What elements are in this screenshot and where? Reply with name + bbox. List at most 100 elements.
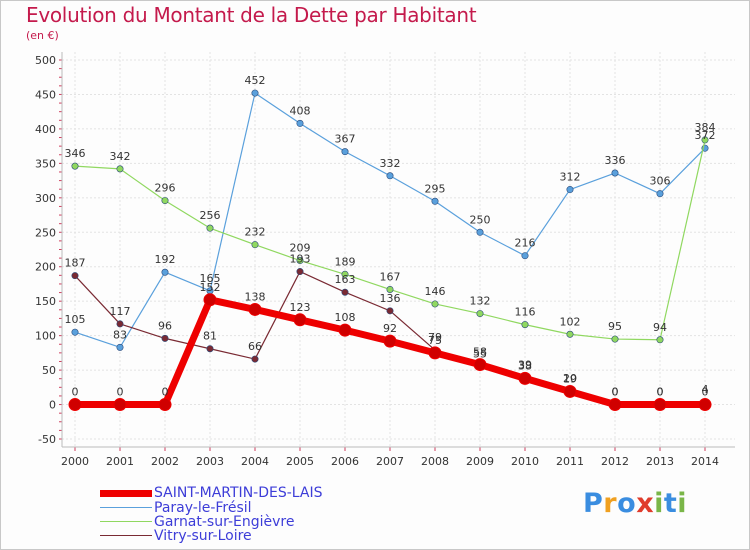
data-label: 38 [518,359,532,372]
data-point [251,89,259,97]
data-point [428,346,442,360]
legend-label: SAINT-MARTIN-DES-LAIS [154,485,323,501]
logo-letter: t [663,488,678,519]
legend-swatch [100,535,152,536]
data-label: 0 [117,386,124,399]
data-label: 19 [563,372,577,385]
data-label: 384 [695,121,716,134]
data-label: 138 [245,290,266,303]
y-tick-label: 500 [35,54,56,67]
x-tick-label: 2010 [511,455,539,468]
data-point [206,345,214,353]
data-point [251,355,259,363]
y-tick-label: 350 [35,157,56,170]
data-label: 0 [657,386,664,399]
legend-swatch [100,521,152,522]
data-point [566,330,574,338]
data-point [386,172,394,180]
legend-label: Paray-le-Frésil [154,500,252,516]
data-label: 66 [248,340,262,353]
legend-label: Vitry-sur-Loire [154,528,252,544]
data-label: 165 [200,272,221,285]
data-label: 4 [702,383,709,396]
data-label: 367 [335,133,356,146]
data-label: 136 [380,292,401,305]
data-label: 232 [245,226,266,239]
y-tick-label: 200 [35,261,56,274]
data-point [71,328,79,336]
data-point [476,310,484,318]
data-label: 96 [158,319,172,332]
y-tick-label: 50 [42,364,56,377]
data-label: 163 [335,273,356,286]
data-point [161,268,169,276]
data-label: 209 [290,242,311,255]
data-point [386,285,394,293]
data-label: 152 [200,281,221,294]
data-point [341,288,349,296]
data-point [68,398,82,412]
data-label: 81 [203,330,217,343]
data-label: 336 [605,154,626,167]
legend-swatch [100,507,152,508]
x-tick-label: 2003 [196,455,224,468]
data-point [206,224,214,232]
logo-letter: x [636,488,655,519]
y-tick-label: 100 [35,330,56,343]
data-label: 342 [110,150,131,163]
logo-letter: P [583,488,604,519]
data-point [158,398,172,412]
data-point [248,302,262,316]
data-label: 306 [650,175,671,188]
data-label: 346 [65,147,86,160]
data-point [341,148,349,156]
data-label: 105 [65,313,86,326]
data-label: 0 [612,386,619,399]
logo-letter: i [677,488,688,519]
data-point [431,197,439,205]
data-point [566,186,574,194]
x-tick-label: 2005 [286,455,314,468]
legend-swatch [100,490,152,497]
data-label: 94 [653,321,667,334]
data-label: 250 [470,213,491,226]
x-tick-label: 2011 [556,455,584,468]
data-label: 296 [155,182,176,195]
data-point [338,323,352,337]
x-tick-label: 2008 [421,455,449,468]
data-label: 372 [695,129,716,142]
logo-letter: o [617,488,637,519]
data-point [203,293,217,307]
data-point [386,307,394,315]
data-label: 123 [290,301,311,314]
data-label: 0 [702,386,709,399]
data-label: 0 [162,386,169,399]
data-point [251,241,259,249]
data-point [341,270,349,278]
y-tick-label: 450 [35,88,56,101]
data-label: 116 [515,306,536,319]
data-point [161,334,169,342]
data-point [653,398,667,412]
data-point [521,321,529,329]
data-point [611,335,619,343]
data-label: 0 [72,386,79,399]
data-label: 216 [515,237,536,250]
data-label: 20 [563,372,577,385]
series-layer [68,89,712,412]
grid [62,52,735,447]
data-label: 187 [65,257,86,270]
data-label: 312 [560,171,581,184]
data-labels: 105 83 192 165 452 408 367 332 295 250 216 312 336 30… [65,74,716,398]
x-tick-label: 2013 [646,455,674,468]
data-label: 132 [470,295,491,308]
data-label: 408 [290,104,311,117]
data-point [701,136,709,144]
legend-label: Garnat-sur-Engièvre [154,514,295,530]
data-point [656,336,664,344]
x-tick-label: 2009 [466,455,494,468]
data-label: 58 [473,346,487,359]
logo-letter: i [654,488,664,519]
data-label: 193 [290,253,311,266]
